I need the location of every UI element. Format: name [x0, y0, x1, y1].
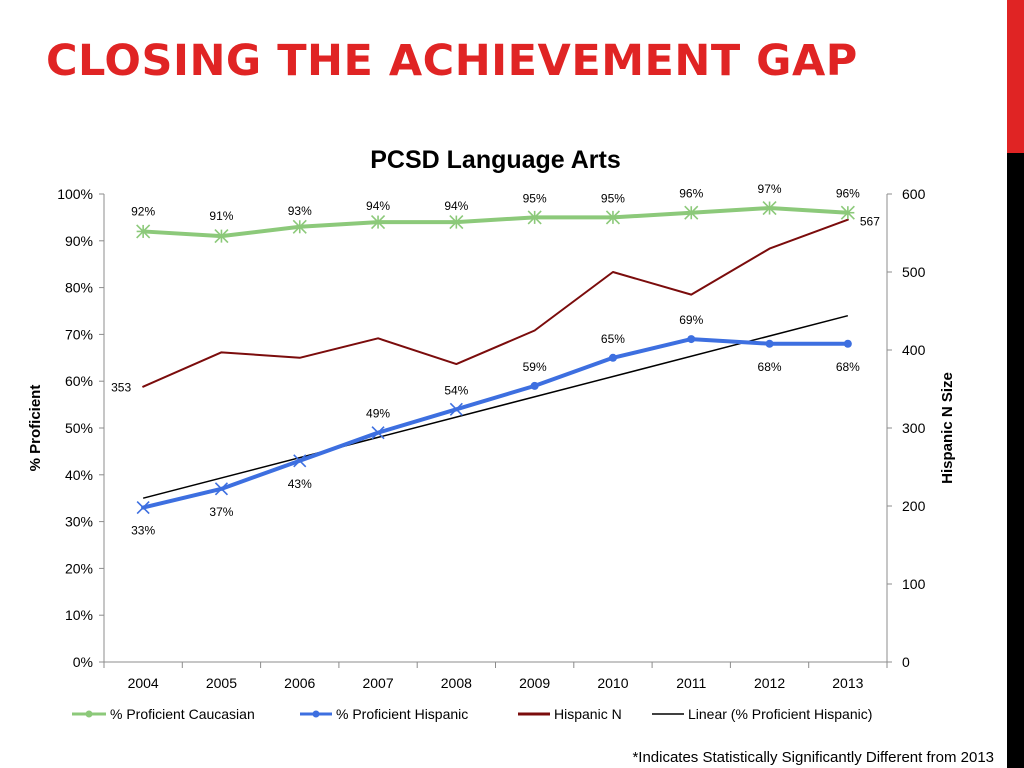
- y-left-tick-label: 40%: [65, 467, 93, 483]
- data-label-hispanic: 65%: [601, 332, 625, 346]
- x-tick-label: 2006: [284, 675, 315, 691]
- x-tick-label: 2012: [754, 675, 785, 691]
- y-left-tick-label: 30%: [65, 514, 93, 530]
- data-label-hispanic: 43%: [288, 477, 312, 491]
- y-right-tick-label: 200: [902, 498, 926, 514]
- y-right-tick-label: 300: [902, 420, 926, 436]
- y-right-tick-label: 600: [902, 186, 926, 202]
- y-left-tick-label: 80%: [65, 280, 93, 296]
- y-left-tick-label: 10%: [65, 607, 93, 623]
- data-label-caucasian: 94%: [366, 199, 390, 213]
- series-line-caucasian: [141, 206, 850, 239]
- data-label-hispanic-n: 567: [860, 215, 880, 229]
- data-point-hispanic: [843, 339, 852, 348]
- series-line-hispanic-n: [142, 218, 849, 388]
- data-label-hispanic: 37%: [209, 505, 233, 519]
- data-label-caucasian: 95%: [523, 191, 547, 205]
- x-tick-label: 2008: [441, 675, 472, 691]
- legend-label: Linear (% Proficient Hispanic): [688, 706, 872, 722]
- y-right-axis-label: Hispanic N Size: [939, 372, 956, 484]
- data-point-hispanic: [214, 482, 229, 496]
- data-label-caucasian: 91%: [209, 209, 233, 223]
- y-left-tick-label: 70%: [65, 326, 93, 342]
- y-right-tick-label: 500: [902, 264, 926, 280]
- data-label-hispanic: 68%: [836, 360, 860, 374]
- legend-label: % Proficient Hispanic: [336, 706, 468, 722]
- series-line-trend: [142, 314, 849, 499]
- data-point-caucasian: [136, 224, 151, 239]
- line-chart: PCSD Language Arts 0% 10% 20% 30% 40% 50% 60% 70…: [27, 146, 956, 722]
- y-right-tick-label: 400: [902, 342, 926, 358]
- x-tick-label: 2010: [597, 675, 628, 691]
- x-tick-label: 2013: [832, 675, 863, 691]
- footnote: *Indicates Statistically Significantly D…: [632, 749, 994, 766]
- y-left-tick-label: 100%: [57, 186, 93, 202]
- data-label-caucasian: 93%: [288, 204, 312, 218]
- data-label-hispanic: 69%: [679, 313, 703, 327]
- series-line-hispanic: [141, 337, 850, 510]
- data-point-hispanic: [687, 335, 696, 344]
- data-point-hispanic: [765, 339, 774, 348]
- data-label-caucasian: 92%: [131, 204, 155, 218]
- data-point-caucasian: [762, 200, 777, 216]
- x-tick-label: 2009: [519, 675, 550, 691]
- data-label-hispanic: 59%: [523, 360, 547, 374]
- y-right-tick-label: 0: [902, 654, 910, 670]
- accent-bar-red: [1007, 0, 1024, 153]
- x-tick-label: 2011: [676, 675, 706, 691]
- data-label-caucasian: 96%: [679, 187, 703, 201]
- data-point-hispanic: [293, 454, 307, 468]
- data-point-hispanic: [371, 426, 385, 440]
- y-left-tick-label: 0%: [73, 654, 93, 670]
- data-label-caucasian: 94%: [444, 199, 468, 213]
- data-point-hispanic: [530, 381, 539, 390]
- data-label-caucasian: 95%: [601, 191, 625, 205]
- data-point-caucasian: [605, 210, 621, 225]
- slide-title: CLOSING THE ACHIEVEMENT GAP: [46, 36, 858, 86]
- data-label-hispanic: 49%: [366, 407, 390, 421]
- data-point-caucasian: [449, 215, 464, 230]
- legend-marker: [312, 710, 320, 718]
- x-tick-label: 2004: [128, 675, 159, 691]
- accent-bar: [1007, 0, 1024, 768]
- chart-title: PCSD Language Arts: [370, 146, 621, 174]
- data-point-caucasian: [527, 210, 542, 225]
- data-label-hispanic: 54%: [444, 383, 468, 397]
- y-left-tick-label: 20%: [65, 560, 93, 576]
- data-point-hispanic: [449, 402, 463, 416]
- data-label-hispanic: 68%: [758, 360, 782, 374]
- data-label-hispanic: 33%: [131, 524, 155, 538]
- legend-label: % Proficient Caucasian: [110, 706, 255, 722]
- data-point-caucasian: [292, 219, 307, 234]
- x-tick-label: 2005: [206, 675, 237, 691]
- y-left-axis-label: % Proficient: [27, 385, 44, 472]
- data-label-hispanic-n: 353: [111, 381, 131, 395]
- data-point-hispanic: [136, 500, 150, 515]
- data-point-caucasian: [214, 229, 229, 244]
- y-right-tick-label: 100: [902, 576, 926, 592]
- legend-label: Hispanic N: [554, 706, 622, 722]
- y-left-tick-label: 60%: [65, 373, 93, 389]
- accent-bar-black: [1007, 153, 1024, 768]
- data-point-caucasian: [684, 205, 699, 220]
- y-left-tick-label: 50%: [65, 420, 93, 436]
- data-label-caucasian: 97%: [758, 182, 782, 196]
- data-point-caucasian: [370, 215, 386, 230]
- x-tick-label: 2007: [362, 675, 393, 691]
- data-label-caucasian: 96%: [836, 187, 860, 201]
- y-left-tick-label: 90%: [65, 233, 93, 249]
- data-point-caucasian: [840, 205, 855, 220]
- data-point-hispanic: [608, 353, 617, 362]
- legend-marker: [85, 710, 93, 718]
